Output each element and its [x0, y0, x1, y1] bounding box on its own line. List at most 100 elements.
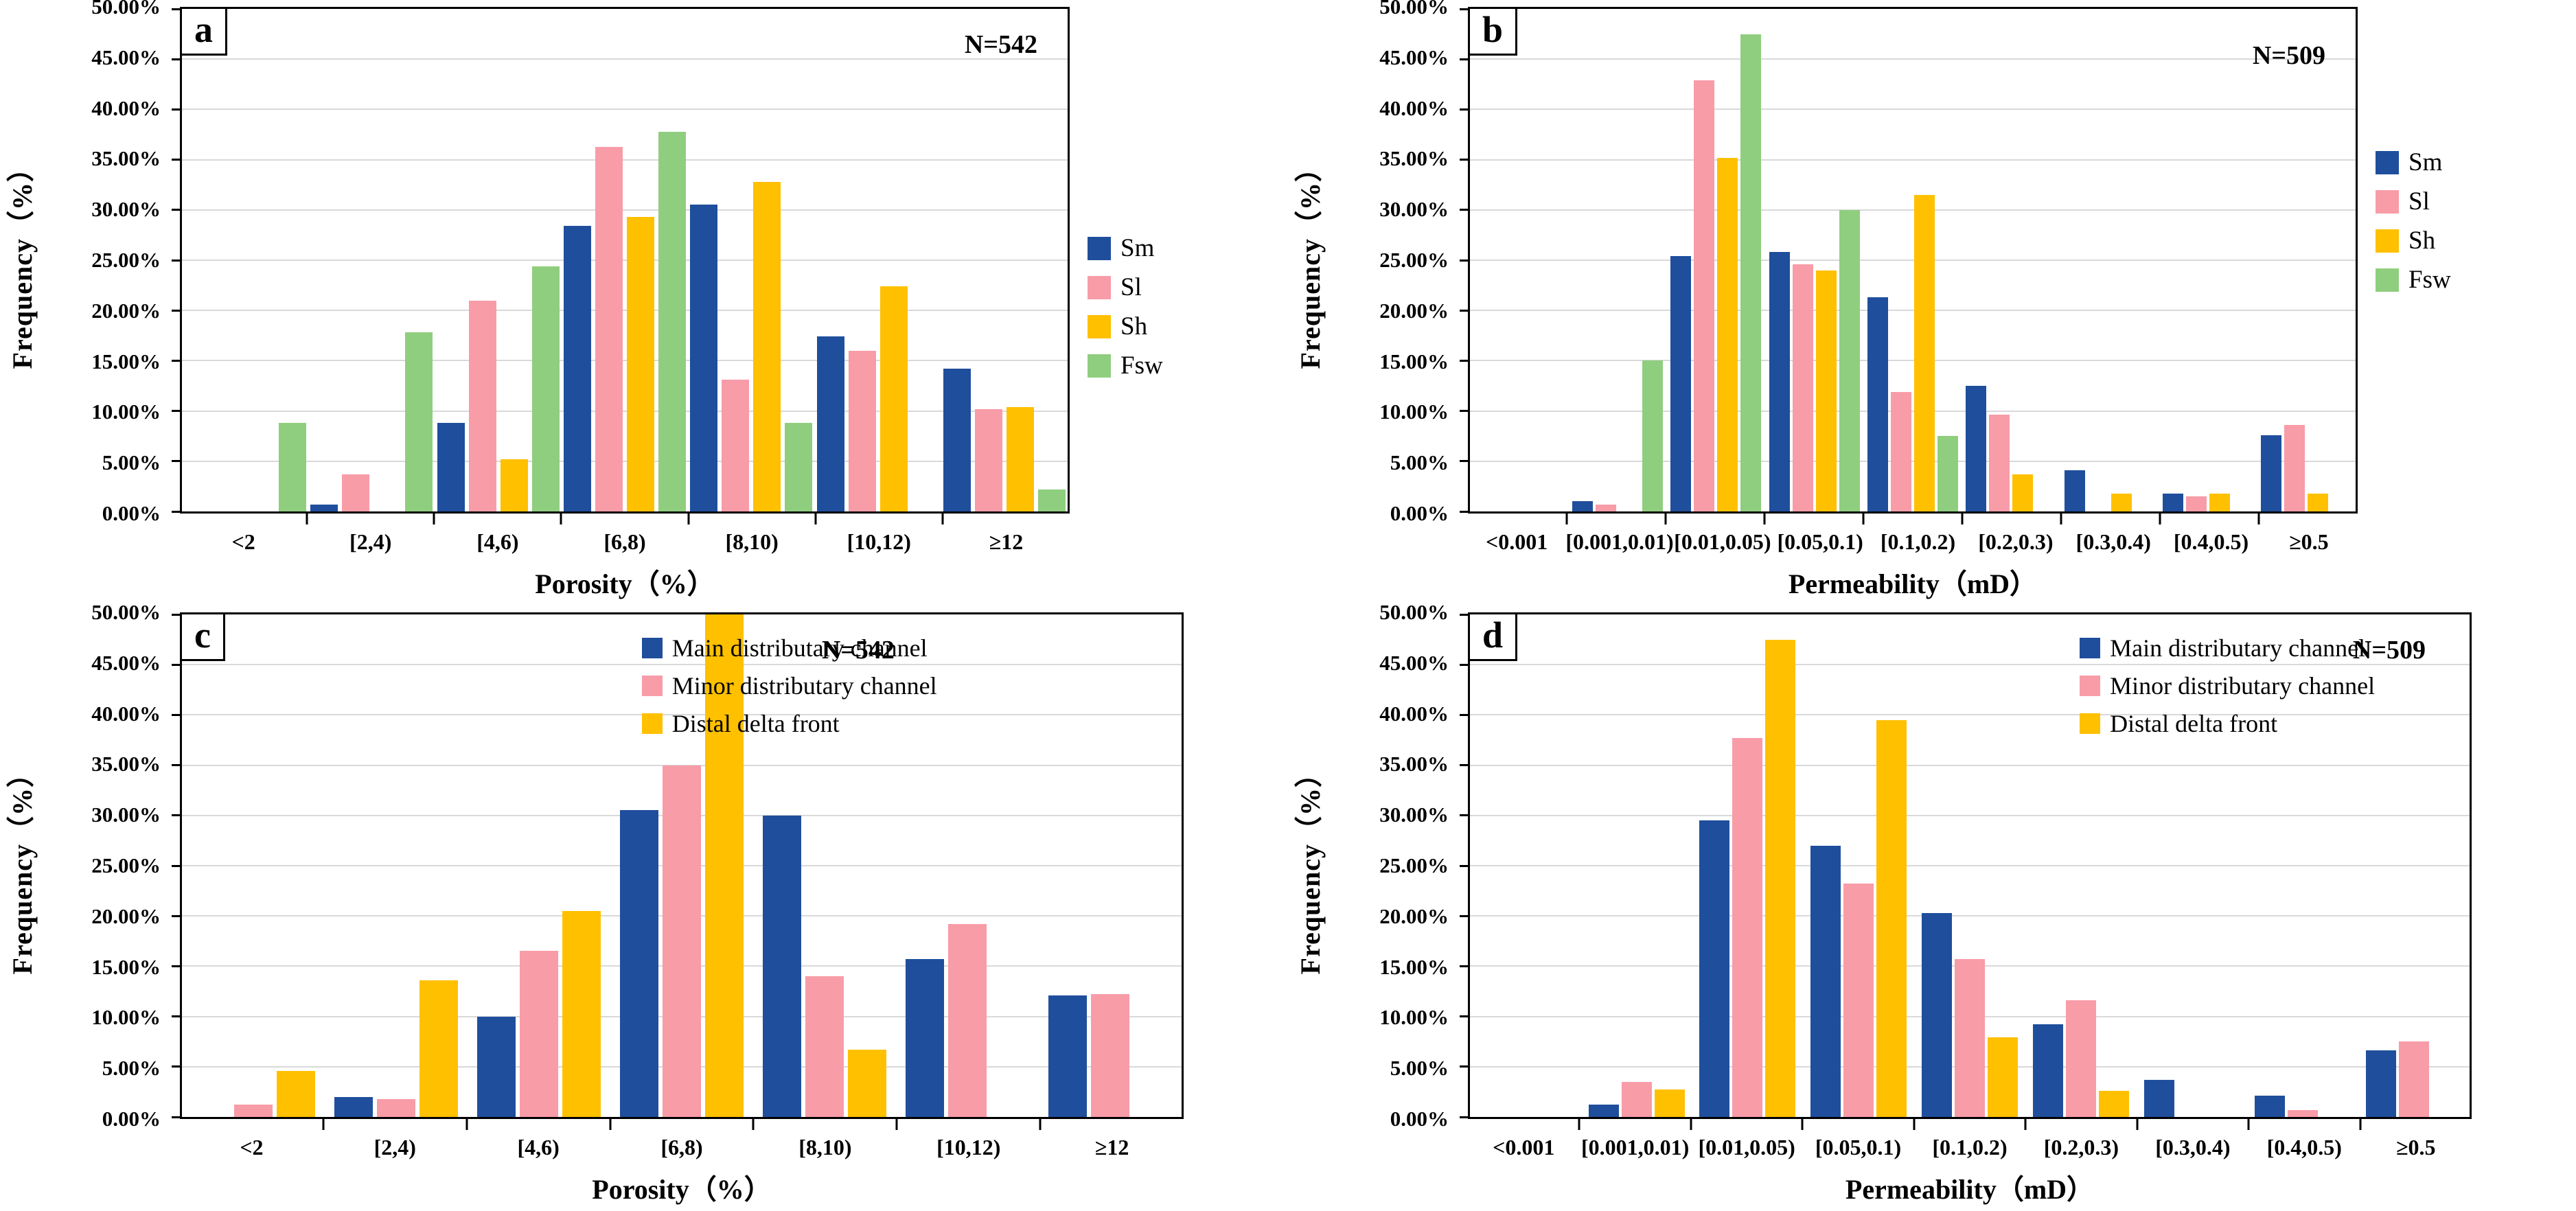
legend-label: Sh — [1120, 312, 1148, 341]
legend-item: Main distributary channel — [641, 634, 937, 662]
plot-wrapper: c N=542 Main distributary channel Minor dis… — [91, 600, 1184, 1131]
legend-label: Main distributary channel — [2110, 634, 2366, 662]
bar — [2111, 493, 2132, 511]
bar — [405, 332, 433, 511]
bar — [2209, 493, 2230, 511]
y-axis-tick — [172, 1065, 182, 1068]
x-axis-tick — [2024, 1119, 2027, 1130]
x-axis-tick — [1690, 1119, 1692, 1130]
bar — [879, 286, 908, 511]
x-tick-label: [6,8) — [660, 1135, 703, 1160]
x-tick-label: [0.3,0.4) — [2075, 529, 2151, 554]
y-axis-tick — [1460, 259, 1470, 262]
y-axis-tick — [1460, 613, 1470, 616]
bar-chart-plot: c N=542 Main distributary channel Minor dis… — [172, 612, 1184, 1119]
y-axis-title-column: Frequency（%） — [1288, 612, 1333, 1211]
y-tick-label: 10.00% — [91, 1005, 161, 1030]
x-axis-title: Porosity（%） — [592, 1174, 772, 1205]
bar — [1595, 504, 1616, 511]
y-axis-title: Frequency（%） — [1295, 759, 1326, 975]
bar — [1792, 264, 1813, 511]
x-tick-label: [0.2,0.3) — [1978, 529, 2054, 554]
bar — [563, 226, 591, 511]
y-axis-tick — [1460, 309, 1470, 312]
legend-item: Minor distributary channel — [2080, 671, 2375, 700]
y-tick-label: 45.00% — [1379, 45, 1449, 69]
x-axis-row: <0.001 [0.001,0.01) [0.01,0.05) [0.05,0.1) [… — [1468, 1119, 2472, 1160]
y-axis-tick — [1460, 410, 1470, 413]
bar — [437, 423, 465, 511]
x-tick-label: <2 — [231, 529, 255, 554]
bar — [1694, 80, 1715, 511]
legend-label: Distal delta front — [2110, 710, 2278, 737]
gridline — [182, 58, 1068, 60]
gridline — [182, 159, 1068, 161]
y-axis-tick — [1460, 864, 1470, 867]
legend-label: Fsw — [2408, 266, 2451, 294]
bar — [2399, 1041, 2430, 1117]
x-axis-tick — [1961, 514, 1964, 524]
y-axis-title-column: Frequency（%） — [0, 612, 45, 1211]
gridline — [182, 108, 1068, 111]
bar — [419, 980, 458, 1117]
y-axis-tick — [172, 713, 182, 716]
bar — [2065, 1000, 2096, 1117]
y-tick-label: 30.00% — [1379, 803, 1449, 827]
y-axis-tick — [1460, 108, 1470, 111]
x-axis-tick — [941, 514, 944, 524]
x-axis-tick — [560, 514, 562, 524]
bar — [2064, 470, 2085, 511]
legend-item: Sm — [1088, 233, 1288, 263]
legend-swatch — [2376, 268, 2399, 292]
x-tick-label: [2,4) — [349, 529, 392, 554]
legend-label: Sl — [2408, 187, 2430, 216]
gridline — [182, 209, 1068, 211]
bar-group — [182, 614, 325, 1117]
gridline — [1470, 209, 2356, 211]
bar — [520, 951, 558, 1117]
y-axis-tick-labels: 50.00% 45.00% 40.00% 35.00% 30.00% 25.00% 20.0… — [1333, 600, 1457, 1131]
x-tick-label: [0.4,0.5) — [2266, 1135, 2342, 1160]
x-axis-tick — [752, 1119, 755, 1130]
bar — [848, 1049, 886, 1117]
x-axis-tick — [2257, 514, 2260, 524]
y-axis-tick — [172, 1116, 182, 1118]
y-axis-tick — [1460, 209, 1470, 211]
legend-label: Distal delta front — [671, 710, 840, 737]
x-axis-tick — [814, 514, 817, 524]
x-axis-tick — [2136, 1119, 2139, 1130]
x-axis-tick — [1565, 514, 1568, 524]
bar — [763, 815, 801, 1117]
chart-main-column: b N=509 50.00% 45.00% 40.00% 35.00% 30.00% 25.0… — [1333, 0, 2576, 606]
y-tick-label: 40.00% — [91, 95, 161, 120]
bar — [2032, 1024, 2063, 1117]
x-axis-tick — [2247, 1119, 2250, 1130]
x-axis-title: Permeability（mD） — [1788, 568, 2038, 599]
legend-swatch — [2080, 638, 2101, 658]
y-tick-label: 30.00% — [91, 803, 161, 827]
y-axis-tick — [1460, 159, 1470, 161]
bar-group — [468, 614, 610, 1117]
y-tick-label: 25.00% — [91, 853, 161, 877]
bar — [1839, 209, 1860, 511]
bar — [1717, 157, 1738, 511]
y-axis-tick — [172, 108, 182, 111]
gridline — [182, 714, 1182, 716]
x-tick-label: <0.001 — [1493, 1135, 1555, 1160]
bar-group — [753, 614, 896, 1117]
y-tick-label: 5.00% — [1390, 450, 1449, 475]
gridline — [1470, 310, 2356, 312]
bar — [1955, 959, 1986, 1117]
y-tick-label: 40.00% — [91, 701, 161, 726]
y-tick-label: 40.00% — [1379, 701, 1449, 726]
chart-main-column: a N=542 50.00% 45.00% 40.00% 35.00% 30.00% 25.0… — [45, 0, 1288, 606]
legend-swatch — [1088, 275, 1111, 299]
y-tick-label: 15.00% — [1379, 954, 1449, 979]
bar — [974, 408, 1002, 511]
y-axis-tick — [172, 510, 182, 513]
bar-group — [1962, 9, 2060, 511]
y-tick-label: 25.00% — [91, 248, 161, 272]
panel-b: Frequency（%） b N=509 50.00% 45.00% 40.00% 35.0… — [1288, 0, 2576, 606]
legend-swatch — [2376, 229, 2399, 253]
